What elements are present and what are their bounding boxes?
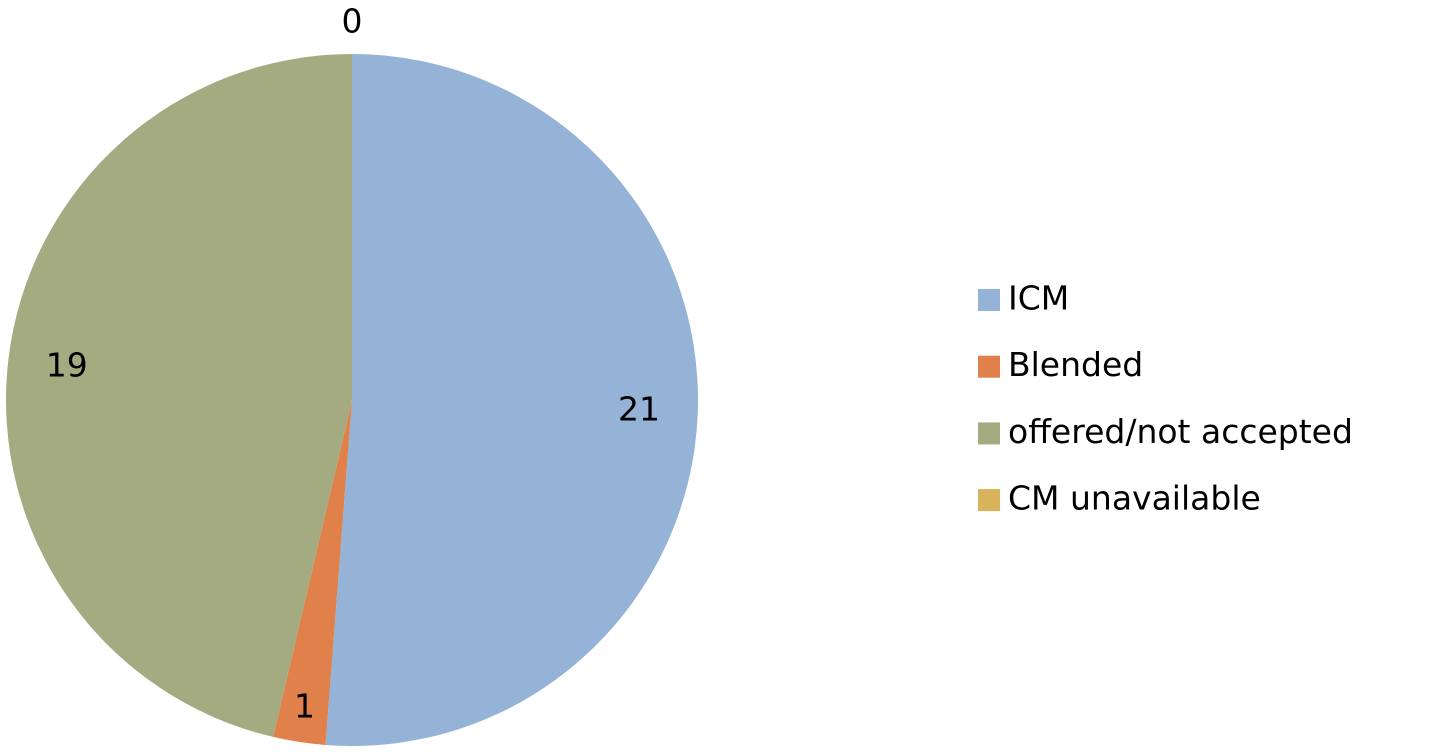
legend-swatch xyxy=(978,422,1000,445)
legend-label: offered/not accepted xyxy=(1008,412,1353,451)
pie-slice xyxy=(325,54,699,747)
legend-label: Blended xyxy=(1008,345,1143,384)
data-label: 0 xyxy=(342,1,363,40)
legend-swatch xyxy=(978,289,1000,311)
legend-label: ICM xyxy=(1008,279,1069,318)
pie-slice xyxy=(273,400,352,745)
pie-slice xyxy=(6,53,353,737)
data-label: 1 xyxy=(294,686,315,725)
legend-label: CM unavailable xyxy=(1008,479,1261,518)
data-label: 21 xyxy=(618,389,660,428)
legend-swatch xyxy=(978,355,1000,378)
legend-swatch xyxy=(978,489,1000,512)
data-label: 19 xyxy=(46,346,88,385)
